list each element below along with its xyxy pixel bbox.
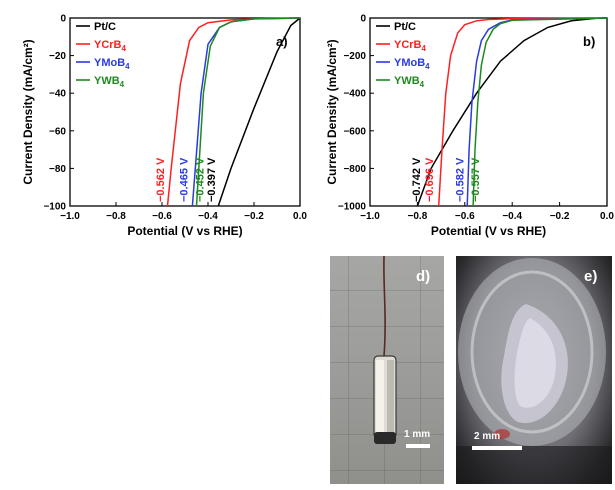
photo-electrode-e: e) 2 mm — [456, 256, 612, 484]
panel-label: a) — [276, 34, 288, 49]
onset-potential-label: −0.562 V — [155, 157, 167, 202]
legend-label-text: YMoB — [94, 57, 125, 69]
x-tick-label: −0.6 — [455, 211, 475, 222]
legend-label-text: YCrB — [94, 39, 122, 51]
y-tick-label: −1000 — [338, 202, 367, 213]
x-tick-label: −0.6 — [152, 211, 172, 222]
onset-potential-label: −0.696 V — [424, 157, 436, 202]
x-tick-label: −0.8 — [106, 211, 126, 222]
y-tick-label: −400 — [343, 89, 366, 100]
y-tick-label: 0 — [360, 14, 366, 25]
legend-label-text: YMoB — [394, 57, 425, 69]
photo-d-label: d) — [416, 268, 431, 285]
y-tick-label: −60 — [49, 126, 66, 137]
onset-potential-label: −0.465 V — [178, 157, 190, 202]
y-tick-label: −200 — [343, 51, 366, 62]
panel-label: b) — [583, 34, 595, 49]
y-tick-label: −600 — [343, 126, 366, 137]
x-tick-label: 0.0 — [293, 211, 307, 222]
photo-e-label: e) — [584, 268, 598, 285]
y-tick-label: 0 — [60, 14, 66, 25]
legend-label: YMoB4 — [94, 57, 130, 71]
scale-bar — [472, 446, 522, 450]
onset-potential-label: −0.557 V — [470, 157, 482, 202]
legend-label: YCrB4 — [394, 39, 427, 53]
series-line-ywb4 — [195, 17, 301, 207]
series-line-ycrb4 — [437, 17, 608, 207]
onset-potential-label: −0.397 V — [206, 157, 218, 202]
x-tick-label: −0.4 — [198, 211, 218, 222]
onset-potential-label: −0.452 V — [194, 157, 206, 202]
legend-label: YMoB4 — [394, 57, 430, 71]
onset-potential-label: −0.742 V — [411, 157, 423, 202]
x-tick-label: −0.2 — [550, 211, 570, 222]
figure-charts: −1.0 −0.8 −0.6 −0.4 −0.2 0.0 0 −20 −40 −60 −80 −100… — [21, 14, 614, 257]
legend-label-text: YWB — [394, 75, 420, 87]
scale-bar-label: 2 mm — [474, 431, 501, 442]
legend-label: Pt/C — [94, 21, 116, 33]
x-tick-label: −1.0 — [360, 211, 380, 222]
y-tick-label: −40 — [49, 89, 66, 100]
y-tick-label: −80 — [49, 164, 66, 175]
photo-electrode-d: d) 1 mm — [330, 256, 444, 484]
x-tick-label: −0.4 — [502, 211, 522, 222]
legend-label-subscript: 4 — [425, 62, 430, 71]
y-tick-label: −100 — [43, 202, 66, 213]
x-tick-label: −1.0 — [60, 211, 80, 222]
x-axis-label: Potential (V vs RHE) — [431, 224, 546, 238]
legend-label-subscript: 4 — [420, 80, 425, 89]
y-tick-label: 0.6 — [52, 256, 66, 257]
series-line-ptc — [416, 17, 608, 207]
legend-label: Pt/C — [394, 21, 416, 33]
x-tick-label: −0.2 — [244, 211, 264, 222]
x-tick-label: 0.0 — [600, 211, 614, 222]
legend-label-text: YWB — [94, 75, 120, 87]
y-axis-label: Current Density (mA/cm²) — [21, 39, 35, 184]
legend-label-subscript: 4 — [125, 62, 130, 71]
legend-label: YCrB4 — [94, 39, 127, 53]
x-tick-label: −0.8 — [408, 211, 428, 222]
series-line-ywb4 — [472, 17, 608, 207]
plot-frame — [369, 17, 608, 207]
legend-label-subscript: 4 — [122, 44, 127, 53]
scale-bar — [406, 444, 430, 448]
onset-potential-label: −0.582 V — [455, 157, 467, 202]
legend-label-subscript: 4 — [120, 80, 125, 89]
x-axis-label: Potential (V vs RHE) — [127, 224, 242, 238]
legend-label-text: YCrB — [394, 39, 422, 51]
plot-frame — [69, 17, 301, 207]
scale-bar-label: 1 mm — [404, 429, 431, 440]
y-tick-label: −20 — [49, 51, 66, 62]
y-tick-label: −800 — [343, 164, 366, 175]
y-axis-label: Current Density (mA/cm²) — [325, 39, 339, 184]
legend-label-text: Pt/C — [94, 21, 116, 33]
legend-label: YWB4 — [94, 75, 125, 89]
legend-label: YWB4 — [394, 75, 425, 89]
series-line-ptc — [217, 17, 301, 207]
legend-label-text: Pt/C — [394, 21, 416, 33]
legend-label-subscript: 4 — [422, 44, 427, 53]
